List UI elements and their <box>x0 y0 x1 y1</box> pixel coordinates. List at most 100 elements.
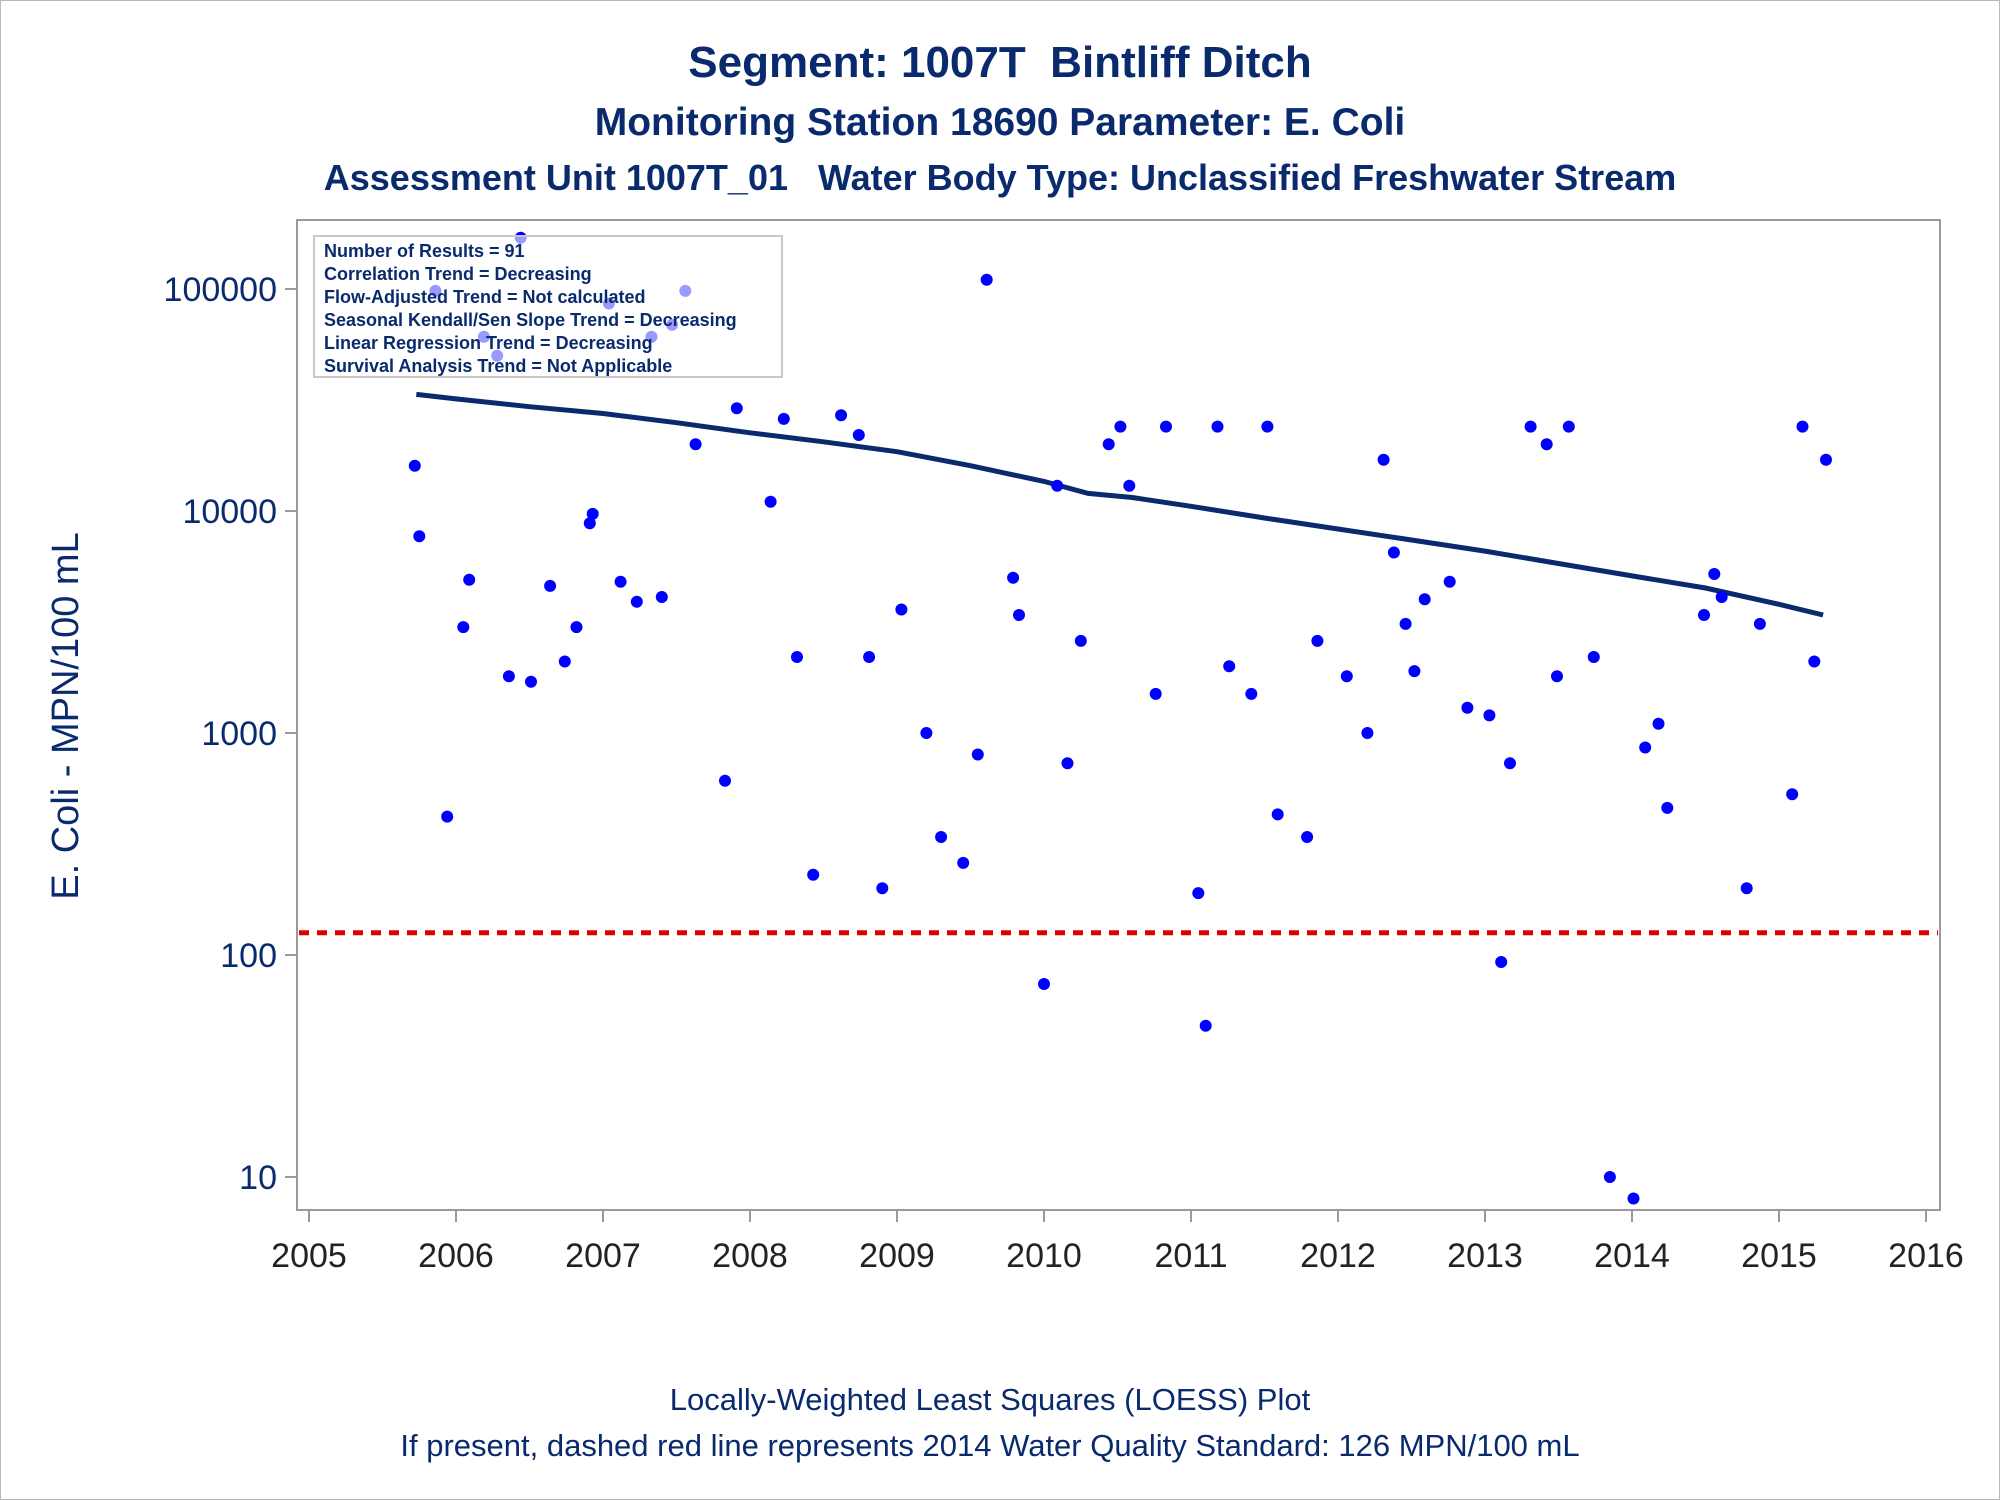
data-point <box>441 810 454 823</box>
data-point <box>1061 757 1074 770</box>
data-point <box>457 621 470 634</box>
data-point <box>1808 655 1821 668</box>
x-tick-label: 2010 <box>1006 1237 1082 1275</box>
data-point <box>408 459 421 472</box>
data-point <box>1627 1192 1640 1205</box>
data-point <box>1038 978 1050 990</box>
y-tick-label: 1000 <box>201 715 277 753</box>
data-point <box>1524 420 1537 433</box>
data-point <box>1652 717 1665 730</box>
data-point <box>1698 609 1710 621</box>
trend-legend: Number of Results = 91 Correlation Trend … <box>313 235 783 378</box>
data-point <box>852 429 865 441</box>
data-point <box>1708 568 1721 580</box>
data-point <box>1102 438 1115 451</box>
data-point <box>463 573 476 586</box>
legend-entry: Correlation Trend = Decreasing <box>324 264 592 284</box>
x-axis: 2005 2006 2007 2008 2009 2010 2011 2012 2013 2014… <box>271 1210 1964 1275</box>
chart-title: Segment: 1007T Bintliff Ditch <box>688 38 1312 87</box>
y-tick-label: 100000 <box>164 271 277 309</box>
data-point <box>863 651 876 663</box>
plot-area <box>296 219 1941 1211</box>
data-point <box>1114 420 1127 433</box>
data-point <box>586 507 599 520</box>
chart-subtitle-station: Monitoring Station 18690 Parameter: E. C… <box>594 101 1406 144</box>
data-point <box>1192 887 1205 900</box>
data-point <box>1051 479 1064 492</box>
data-point <box>570 621 583 634</box>
x-tick-label: 2013 <box>1447 1237 1523 1275</box>
data-point <box>835 409 848 422</box>
data-point <box>791 651 803 663</box>
data-point <box>1311 634 1324 647</box>
data-point <box>957 856 970 869</box>
data-point <box>1160 420 1172 433</box>
data-point <box>920 727 933 739</box>
data-point <box>730 402 743 415</box>
data-point <box>1261 420 1274 433</box>
data-point <box>1199 1019 1212 1032</box>
data-point <box>502 670 515 683</box>
data-point <box>1740 882 1753 895</box>
x-tick-label: 2014 <box>1594 1237 1670 1275</box>
y-axis-label: E. Coli - MPN/100 mL <box>45 532 87 899</box>
data-point <box>807 868 820 881</box>
y-axis: 10 100 1000 10000 100000 <box>164 271 297 1197</box>
x-tick-label: 2009 <box>859 1237 935 1275</box>
data-point <box>1245 687 1258 700</box>
data-point <box>980 273 993 286</box>
data-point <box>1639 741 1652 754</box>
x-tick-label: 2012 <box>1300 1237 1376 1275</box>
data-point <box>655 591 668 603</box>
legend-entry: Linear Regression Trend = Decreasing <box>324 333 653 353</box>
data-point <box>544 579 557 592</box>
y-tick-label: 10 <box>239 1159 277 1197</box>
legend-entry: Number of Results = 91 <box>324 241 525 261</box>
x-tick-label: 2008 <box>712 1237 788 1275</box>
data-point <box>1603 1171 1616 1183</box>
loess-trend-line <box>416 391 1824 618</box>
data-point <box>1149 687 1162 700</box>
x-tick-label: 2011 <box>1154 1237 1227 1275</box>
data-point <box>719 774 731 787</box>
data-point <box>1587 651 1600 663</box>
x-tick-label: 2016 <box>1888 1237 1964 1275</box>
data-point <box>525 675 537 688</box>
data-point <box>1223 660 1236 673</box>
data-point <box>558 655 571 668</box>
chart-subtitle-assessment: Assessment Unit 1007T_01 Water Body Type… <box>323 157 1677 198</box>
data-point <box>1443 575 1456 588</box>
x-tick-label: 2015 <box>1741 1237 1817 1275</box>
x-tick-label: 2006 <box>418 1237 494 1275</box>
legend-entry: Flow-Adjusted Trend = Not calculated <box>324 287 646 307</box>
data-point <box>935 831 948 843</box>
data-point <box>1715 591 1728 603</box>
data-point <box>1377 453 1390 466</box>
data-point <box>1013 609 1025 621</box>
data-point <box>1796 420 1809 433</box>
data-point <box>1271 808 1284 821</box>
data-point <box>1074 634 1087 647</box>
data-point <box>1387 546 1400 559</box>
data-point <box>1820 453 1832 466</box>
data-point <box>1418 593 1431 606</box>
data-point <box>895 603 908 616</box>
data-point <box>1301 831 1314 843</box>
legend-entry: Seasonal Kendall/Sen Slope Trend = Decre… <box>324 310 737 330</box>
data-point <box>1661 801 1674 814</box>
x-tick-label: 2005 <box>271 1237 347 1275</box>
data-point <box>1461 701 1474 714</box>
data-point <box>413 530 426 543</box>
data-point <box>1540 438 1553 451</box>
footnote-loess: Locally-Weighted Least Squares (LOESS) P… <box>669 1382 1311 1417</box>
data-point <box>1408 665 1421 678</box>
data-point <box>583 517 596 530</box>
data-point <box>1504 757 1516 770</box>
x-tick-label: 2007 <box>565 1237 641 1275</box>
data-point <box>630 595 643 608</box>
legend-box <box>313 235 783 378</box>
data-point <box>1786 788 1799 801</box>
data-point <box>614 575 627 588</box>
data-point <box>1123 479 1136 492</box>
data-point <box>1562 420 1575 433</box>
